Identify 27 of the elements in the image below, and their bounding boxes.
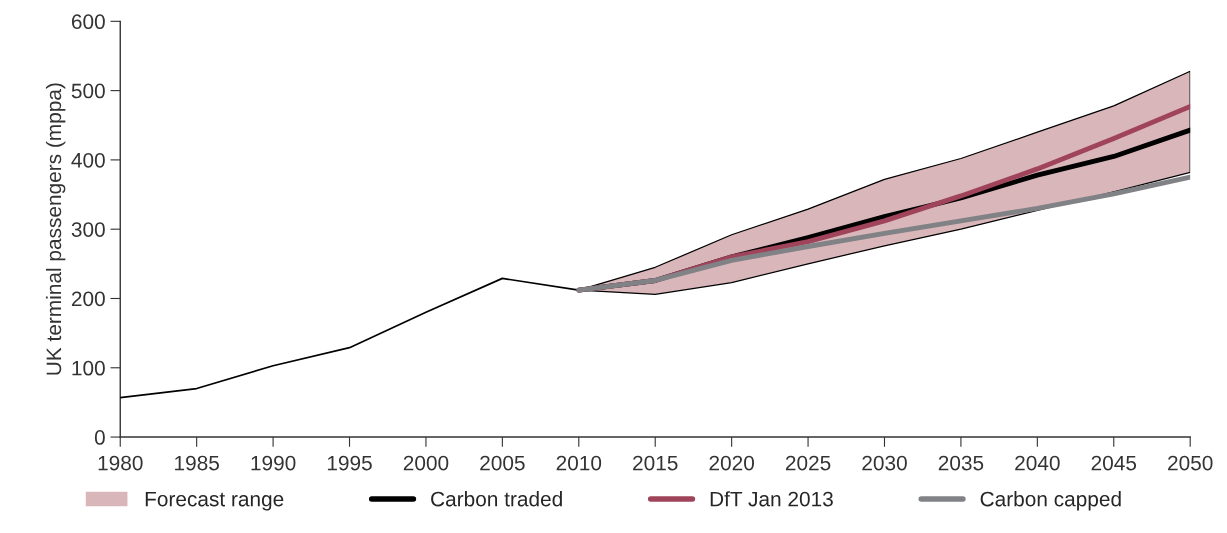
x-tick-label: 2010 xyxy=(556,455,602,471)
y-tick-label: 600 xyxy=(71,14,105,30)
y-tick-label: 0 xyxy=(94,430,105,445)
x-tick-label: 2035 xyxy=(938,455,984,471)
x-tick-label: 2015 xyxy=(633,455,678,471)
y-tick-label: 200 xyxy=(71,291,105,307)
legend-label: DfT Jan 2013 xyxy=(710,491,833,507)
x-tick-label: 1980 xyxy=(98,455,143,471)
x-tick-label: 2025 xyxy=(785,455,831,471)
x-tick-label: 1990 xyxy=(251,455,296,471)
x-tick-label: 2030 xyxy=(862,455,907,471)
y-tick-label: 400 xyxy=(71,152,105,168)
y-axis-title: UK terminal passengers (mppa) xyxy=(45,83,66,375)
x-tick-label: 1995 xyxy=(327,455,372,471)
x-tick-label: 2000 xyxy=(403,455,449,471)
y-tick-label: 100 xyxy=(72,360,105,376)
x-tick-label: 2050 xyxy=(1168,455,1213,471)
y-tick-label: 500 xyxy=(71,83,105,99)
x-tick-label: 2020 xyxy=(709,455,754,471)
legend-label: Forecast range xyxy=(145,491,284,511)
y-tick-label: 300 xyxy=(71,222,105,237)
x-tick-label: 2045 xyxy=(1091,455,1137,471)
legend-label: Carbon capped xyxy=(980,491,1121,511)
x-tick-label: 2040 xyxy=(1015,455,1060,471)
legend-label: Carbon traded xyxy=(431,491,562,507)
x-tick-label: 2005 xyxy=(480,455,525,471)
x-tick-label: 1985 xyxy=(175,455,219,471)
